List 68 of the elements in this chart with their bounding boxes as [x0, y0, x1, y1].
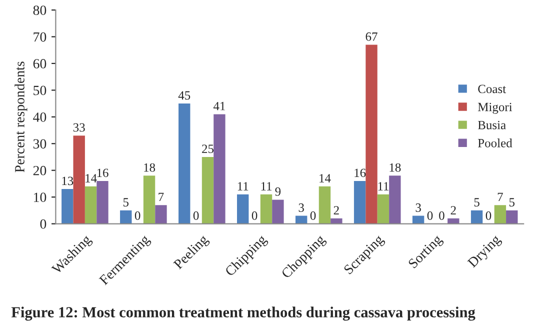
data-label: 18 — [144, 163, 156, 172]
bar — [366, 44, 378, 224]
bar — [272, 200, 284, 224]
data-label: 11 — [238, 182, 248, 190]
caption: Figure 12: Most common treatment methods during cassava processing — [11, 306, 476, 321]
data-label: 0 — [486, 211, 492, 220]
bar — [143, 176, 156, 224]
y-tick-label: 40 — [33, 112, 46, 122]
bar — [389, 176, 401, 224]
bar — [354, 181, 366, 224]
legend-label: Busia — [478, 120, 506, 130]
data-label: 0 — [134, 211, 140, 220]
legend-label: Coast — [478, 84, 506, 94]
bar — [214, 114, 226, 224]
data-label: 13 — [62, 176, 74, 186]
bar — [506, 210, 518, 224]
bar — [155, 205, 167, 224]
data-label: 33 — [73, 123, 85, 132]
data-label: 41 — [213, 102, 225, 110]
data-label: 14 — [86, 174, 97, 182]
data-label: 3 — [298, 203, 304, 212]
bar — [202, 156, 214, 224]
data-label: 0 — [310, 211, 316, 220]
y-axis-title: Percent respondents — [14, 62, 28, 172]
bar — [84, 186, 97, 224]
bar — [260, 194, 272, 224]
data-label: 11 — [378, 182, 388, 190]
y-tick-label: 80 — [33, 6, 46, 15]
y-tick-label: 0 — [40, 219, 46, 229]
data-label: 0 — [252, 211, 258, 220]
y-tick-label: 50 — [34, 86, 46, 96]
bar — [494, 205, 506, 224]
data-label: 45 — [178, 91, 190, 100]
data-label: 67 — [366, 32, 378, 41]
data-label: 5 — [123, 198, 129, 206]
bar — [377, 194, 390, 224]
data-label: 16 — [97, 168, 108, 178]
data-label: 7 — [158, 192, 164, 202]
data-label: 0 — [439, 211, 444, 220]
bar — [96, 181, 108, 224]
legend-label: Migori — [478, 102, 512, 114]
data-label: 25 — [202, 144, 214, 154]
data-label: 7 — [498, 192, 503, 202]
data-label: 3 — [416, 203, 421, 212]
bar — [73, 136, 85, 224]
y-tick-label: 60 — [33, 59, 46, 68]
data-label: 0 — [427, 211, 433, 220]
y-tick-label: 20 — [33, 166, 46, 176]
y-tick-label: 10 — [34, 192, 46, 202]
bar — [120, 210, 132, 224]
legend-label: Pooled — [478, 138, 512, 148]
data-label: 9 — [275, 187, 281, 196]
data-label: 14 — [320, 174, 331, 182]
bar — [237, 194, 249, 224]
data-label: 5 — [509, 198, 515, 206]
bar — [178, 104, 190, 224]
data-label: 5 — [474, 198, 480, 206]
data-label: 2 — [450, 206, 456, 214]
y-tick-label: 30 — [33, 139, 46, 149]
data-label: 18 — [390, 163, 401, 172]
y-tick-label: 70 — [34, 32, 46, 42]
data-label: 16 — [354, 168, 366, 178]
data-label: 2 — [334, 206, 339, 214]
bar — [62, 189, 74, 224]
data-label: 11 — [261, 182, 272, 190]
bar — [470, 210, 483, 224]
bar — [318, 186, 331, 224]
data-label: 0 — [193, 211, 199, 220]
